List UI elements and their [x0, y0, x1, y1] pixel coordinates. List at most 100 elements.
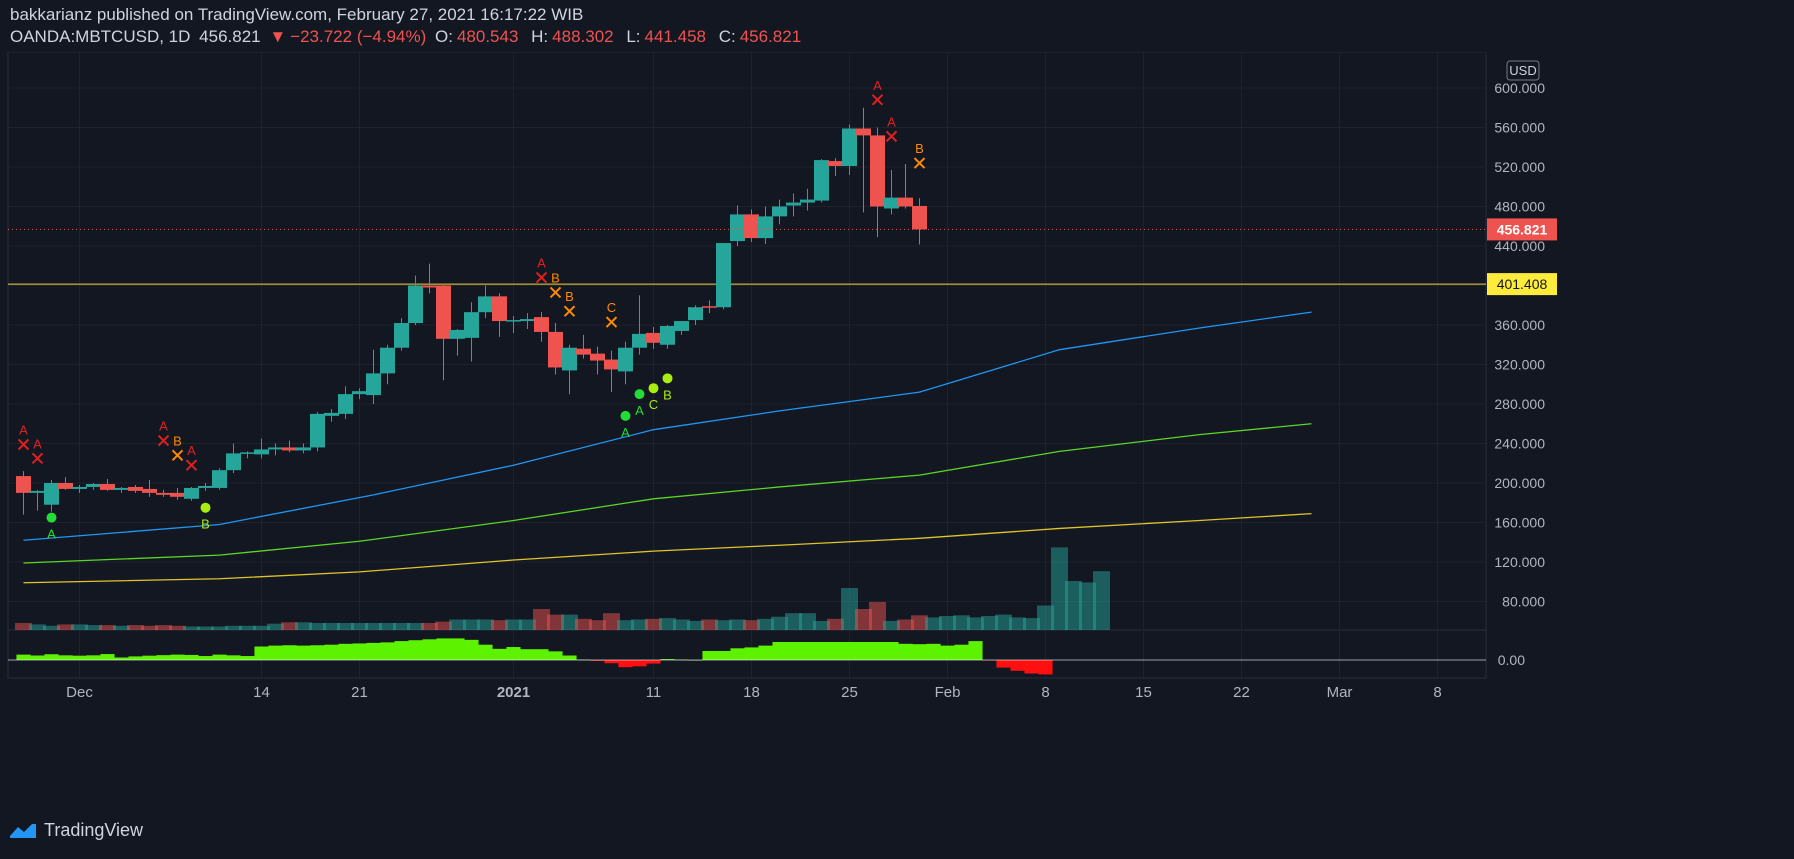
- candle-body: [562, 347, 577, 371]
- oscillator-bar: [226, 655, 241, 660]
- candle-body: [758, 216, 773, 239]
- x-tick-label: 8: [1433, 684, 1441, 701]
- signal-cross-icon: [31, 452, 44, 465]
- close-value: 456.821: [739, 27, 802, 46]
- volume-bar: [519, 619, 536, 630]
- oscillator-bar: [324, 644, 339, 660]
- x-tick-label: Mar: [1327, 684, 1353, 701]
- last-price: 456.821: [199, 27, 261, 46]
- volume-bar: [197, 626, 214, 630]
- oscillator-bar: [912, 644, 927, 660]
- volume-bar: [155, 625, 172, 630]
- y-tick-label: 120.000: [1494, 554, 1545, 570]
- oscillator-bar: [730, 648, 745, 660]
- candle-body: [86, 483, 101, 487]
- candle-body: [590, 353, 605, 361]
- volume-bar: [659, 618, 676, 630]
- oscillator-bar: [30, 655, 45, 660]
- candle-body: [380, 347, 395, 374]
- moving-average-line: [23, 423, 1312, 564]
- candle-body: [618, 347, 633, 372]
- y-tick-label: 440.000: [1494, 238, 1545, 254]
- volume-bar: [589, 620, 606, 630]
- candle-body: [156, 492, 171, 495]
- x-tick-label: 21: [351, 684, 368, 701]
- volume-bar: [1093, 571, 1110, 630]
- oscillator-label: 0.00: [1498, 652, 1525, 668]
- oscillator-bar: [184, 654, 199, 660]
- volume-bar: [113, 625, 130, 630]
- oscillator-bar: [142, 655, 157, 660]
- price-label: 456.821: [1497, 221, 1548, 237]
- price-label-bg: [1487, 218, 1557, 241]
- volume-bar: [995, 614, 1012, 630]
- candle-body: [828, 161, 843, 167]
- y-tick-label: 480.000: [1494, 199, 1545, 215]
- volume-bar: [393, 623, 410, 630]
- candle-body: [184, 487, 199, 499]
- oscillator-bar: [744, 647, 759, 660]
- volume-bar: [911, 615, 928, 630]
- signal-dot-icon: [200, 502, 211, 513]
- low-label: L:: [626, 27, 641, 46]
- volume-bar: [687, 620, 704, 630]
- candle-body: [72, 486, 87, 489]
- candle-body: [702, 306, 717, 308]
- volume-bar: [561, 614, 578, 630]
- candle-body: [408, 285, 423, 324]
- oscillator-bar: [72, 655, 87, 660]
- volume-bar: [1037, 605, 1054, 630]
- x-tick-label: 22: [1233, 684, 1250, 701]
- candle-body: [30, 490, 45, 493]
- moving-average-line: [23, 512, 1312, 584]
- oscillator-bar: [786, 642, 801, 660]
- volume-bar: [701, 619, 718, 630]
- price-chart[interactable]: 600.000560.000520.000480.000440.000400.0…: [0, 52, 1794, 820]
- oscillator-bar: [1038, 660, 1053, 675]
- candle-body: [688, 307, 703, 321]
- volume-bar: [827, 618, 844, 630]
- candle-body: [604, 359, 619, 370]
- oscillator-bar: [702, 651, 717, 660]
- oscillator-bar: [198, 656, 213, 660]
- price-change: −23.722 (−4.94%): [290, 27, 427, 46]
- signal-dot-icon: [648, 383, 659, 394]
- candle-body: [114, 487, 129, 490]
- volume-bar: [1065, 581, 1082, 630]
- candle-body: [282, 447, 297, 451]
- volume-bar: [981, 616, 998, 630]
- signal-label: C: [649, 397, 658, 412]
- oscillator-bar: [44, 654, 59, 660]
- oscillator-bar: [478, 644, 493, 660]
- oscillator-bar: [352, 643, 367, 660]
- signal-label: B: [201, 517, 210, 532]
- oscillator-bar: [58, 655, 73, 660]
- candle-body: [898, 197, 913, 207]
- signal-label: A: [33, 436, 42, 451]
- candle-body: [310, 413, 325, 448]
- oscillator-bar: [240, 656, 255, 660]
- volume-bar: [85, 625, 102, 630]
- oscillator-bar: [1010, 660, 1025, 671]
- oscillator-bar: [296, 645, 311, 660]
- oscillator-bar: [282, 645, 297, 660]
- close-label: C:: [718, 27, 736, 46]
- candle-body: [800, 199, 815, 203]
- volume-bar: [463, 619, 480, 630]
- volume-bar: [365, 623, 382, 630]
- candle-body: [884, 197, 899, 209]
- oscillator-bar: [450, 638, 465, 660]
- candle-body: [128, 486, 143, 491]
- signal-cross-icon: [885, 130, 898, 143]
- candle-body: [730, 214, 745, 242]
- candle-body: [240, 452, 255, 454]
- signal-cross-icon: [871, 94, 884, 106]
- ohlc-line: OANDA:MBTCUSD, 1D 456.821 ▼ −23.722 (−4.9…: [10, 26, 809, 48]
- volume-bar: [743, 620, 760, 630]
- candle-body: [506, 320, 521, 322]
- y-tick-label: 600.000: [1494, 80, 1545, 96]
- candle-body: [786, 202, 801, 206]
- signal-cross-icon: [563, 305, 576, 317]
- candle-body: [394, 323, 409, 348]
- oscillator-bar: [758, 645, 773, 660]
